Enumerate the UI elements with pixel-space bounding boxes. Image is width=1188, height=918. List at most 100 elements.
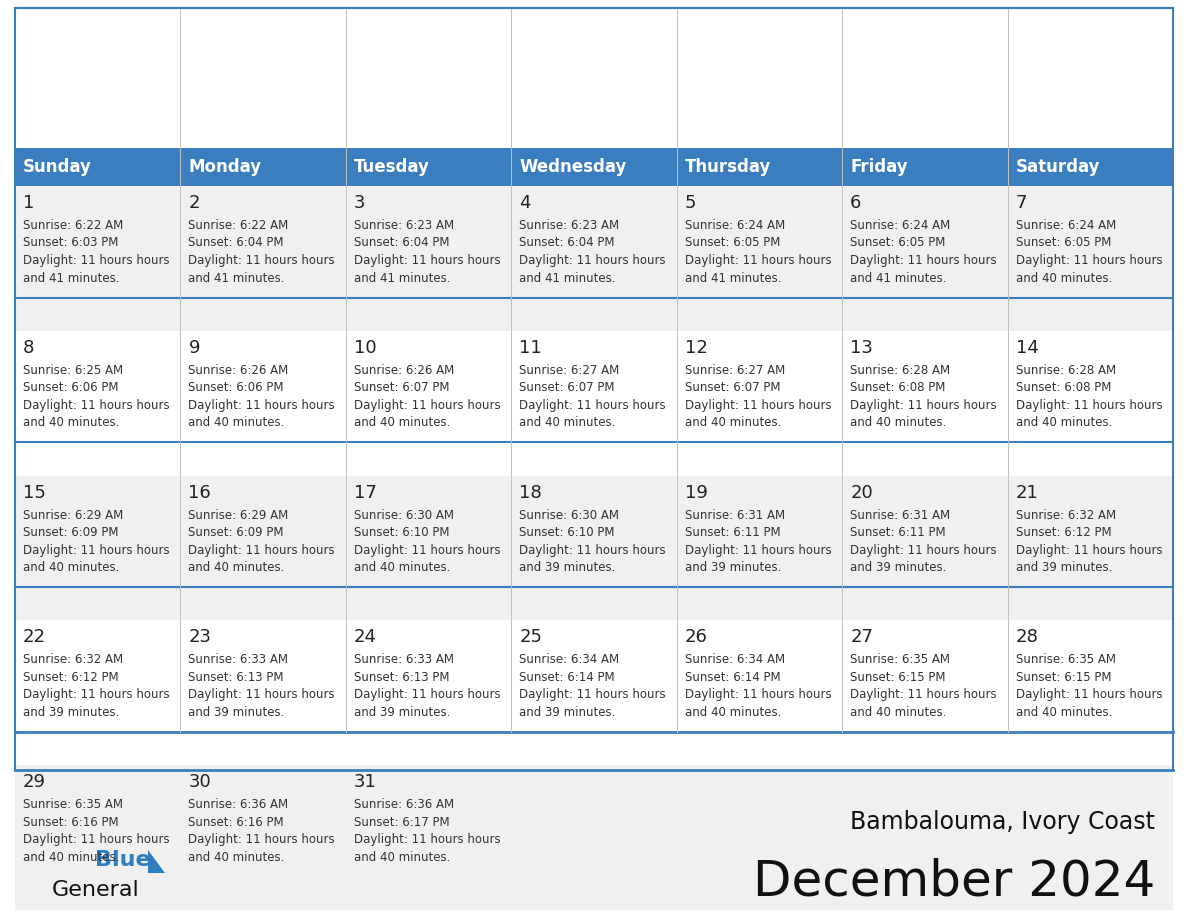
Text: Sunrise: 6:34 AM: Sunrise: 6:34 AM: [684, 654, 785, 666]
Text: Wednesday: Wednesday: [519, 158, 626, 176]
Text: and 40 minutes.: and 40 minutes.: [519, 416, 615, 430]
Text: and 39 minutes.: and 39 minutes.: [519, 561, 615, 574]
Text: Sunset: 6:12 PM: Sunset: 6:12 PM: [23, 671, 119, 684]
Text: and 40 minutes.: and 40 minutes.: [189, 561, 285, 574]
Text: Daylight: 11 hours hours: Daylight: 11 hours hours: [23, 688, 170, 701]
Text: 25: 25: [519, 629, 542, 646]
Text: Daylight: 11 hours hours: Daylight: 11 hours hours: [684, 398, 832, 412]
Text: Sunset: 6:05 PM: Sunset: 6:05 PM: [851, 237, 946, 250]
Text: Daylight: 11 hours hours: Daylight: 11 hours hours: [189, 688, 335, 701]
Text: and 40 minutes.: and 40 minutes.: [354, 561, 450, 574]
Text: Sunday: Sunday: [23, 158, 91, 176]
Text: 17: 17: [354, 484, 377, 501]
Text: December 2024: December 2024: [753, 858, 1155, 906]
Text: Sunset: 6:09 PM: Sunset: 6:09 PM: [23, 526, 119, 539]
Text: Sunrise: 6:29 AM: Sunrise: 6:29 AM: [189, 509, 289, 521]
Text: and 40 minutes.: and 40 minutes.: [354, 416, 450, 430]
Text: Sunset: 6:13 PM: Sunset: 6:13 PM: [354, 671, 449, 684]
Text: Daylight: 11 hours hours: Daylight: 11 hours hours: [189, 254, 335, 267]
Text: and 40 minutes.: and 40 minutes.: [23, 416, 119, 430]
Text: Sunrise: 6:31 AM: Sunrise: 6:31 AM: [851, 509, 950, 521]
Text: Sunrise: 6:35 AM: Sunrise: 6:35 AM: [851, 654, 950, 666]
Text: and 40 minutes.: and 40 minutes.: [189, 851, 285, 864]
Text: and 40 minutes.: and 40 minutes.: [23, 561, 119, 574]
Text: Tuesday: Tuesday: [354, 158, 430, 176]
Text: Sunrise: 6:32 AM: Sunrise: 6:32 AM: [23, 654, 124, 666]
Text: and 40 minutes.: and 40 minutes.: [189, 416, 285, 430]
Text: and 40 minutes.: and 40 minutes.: [1016, 272, 1112, 285]
Text: Sunset: 6:07 PM: Sunset: 6:07 PM: [684, 381, 781, 395]
Text: Bambalouma, Ivory Coast: Bambalouma, Ivory Coast: [849, 810, 1155, 834]
Text: Daylight: 11 hours hours: Daylight: 11 hours hours: [1016, 398, 1162, 412]
Text: Daylight: 11 hours hours: Daylight: 11 hours hours: [189, 543, 335, 556]
Text: Sunrise: 6:36 AM: Sunrise: 6:36 AM: [354, 798, 454, 812]
Text: Daylight: 11 hours hours: Daylight: 11 hours hours: [23, 398, 170, 412]
Text: 3: 3: [354, 194, 366, 212]
Text: 22: 22: [23, 629, 46, 646]
Text: 7: 7: [1016, 194, 1028, 212]
Text: 24: 24: [354, 629, 377, 646]
Text: General: General: [52, 880, 140, 900]
Text: and 40 minutes.: and 40 minutes.: [684, 416, 781, 430]
Text: 23: 23: [189, 629, 211, 646]
Text: Daylight: 11 hours hours: Daylight: 11 hours hours: [189, 398, 335, 412]
Text: 4: 4: [519, 194, 531, 212]
Text: Daylight: 11 hours hours: Daylight: 11 hours hours: [354, 254, 500, 267]
Text: 14: 14: [1016, 339, 1038, 357]
Text: 10: 10: [354, 339, 377, 357]
Text: 30: 30: [189, 773, 211, 791]
Text: and 40 minutes.: and 40 minutes.: [1016, 416, 1112, 430]
Text: Sunset: 6:15 PM: Sunset: 6:15 PM: [1016, 671, 1111, 684]
Text: Sunrise: 6:27 AM: Sunrise: 6:27 AM: [684, 364, 785, 376]
Text: Sunrise: 6:22 AM: Sunrise: 6:22 AM: [189, 219, 289, 232]
Text: Sunset: 6:04 PM: Sunset: 6:04 PM: [354, 237, 449, 250]
Text: Sunset: 6:10 PM: Sunset: 6:10 PM: [354, 526, 449, 539]
Text: Sunrise: 6:22 AM: Sunrise: 6:22 AM: [23, 219, 124, 232]
Text: 26: 26: [684, 629, 708, 646]
Text: 5: 5: [684, 194, 696, 212]
Text: Sunrise: 6:24 AM: Sunrise: 6:24 AM: [1016, 219, 1116, 232]
Text: Daylight: 11 hours hours: Daylight: 11 hours hours: [1016, 543, 1162, 556]
Text: Daylight: 11 hours hours: Daylight: 11 hours hours: [354, 398, 500, 412]
Text: Daylight: 11 hours hours: Daylight: 11 hours hours: [519, 254, 666, 267]
Text: Friday: Friday: [851, 158, 908, 176]
Text: Sunrise: 6:26 AM: Sunrise: 6:26 AM: [189, 364, 289, 376]
Text: Sunset: 6:14 PM: Sunset: 6:14 PM: [519, 671, 615, 684]
Text: Sunrise: 6:34 AM: Sunrise: 6:34 AM: [519, 654, 619, 666]
Text: 8: 8: [23, 339, 34, 357]
Text: Daylight: 11 hours hours: Daylight: 11 hours hours: [189, 834, 335, 846]
Text: and 39 minutes.: and 39 minutes.: [354, 706, 450, 719]
Text: Sunrise: 6:30 AM: Sunrise: 6:30 AM: [519, 509, 619, 521]
Text: Sunset: 6:16 PM: Sunset: 6:16 PM: [23, 816, 119, 829]
Text: Sunset: 6:11 PM: Sunset: 6:11 PM: [684, 526, 781, 539]
Text: Daylight: 11 hours hours: Daylight: 11 hours hours: [1016, 254, 1162, 267]
Text: Daylight: 11 hours hours: Daylight: 11 hours hours: [354, 543, 500, 556]
Text: Sunrise: 6:28 AM: Sunrise: 6:28 AM: [851, 364, 950, 376]
Text: Daylight: 11 hours hours: Daylight: 11 hours hours: [684, 254, 832, 267]
Text: Sunset: 6:13 PM: Sunset: 6:13 PM: [189, 671, 284, 684]
Text: Sunset: 6:15 PM: Sunset: 6:15 PM: [851, 671, 946, 684]
Text: and 40 minutes.: and 40 minutes.: [851, 706, 947, 719]
Text: Blue: Blue: [95, 850, 151, 870]
Text: 13: 13: [851, 339, 873, 357]
Text: Sunrise: 6:35 AM: Sunrise: 6:35 AM: [23, 798, 124, 812]
Text: and 39 minutes.: and 39 minutes.: [23, 706, 119, 719]
Text: Sunset: 6:16 PM: Sunset: 6:16 PM: [189, 816, 284, 829]
Text: Daylight: 11 hours hours: Daylight: 11 hours hours: [354, 834, 500, 846]
Text: Sunset: 6:11 PM: Sunset: 6:11 PM: [851, 526, 946, 539]
Text: 20: 20: [851, 484, 873, 501]
Text: Sunset: 6:05 PM: Sunset: 6:05 PM: [684, 237, 781, 250]
Text: and 39 minutes.: and 39 minutes.: [189, 706, 285, 719]
Text: Daylight: 11 hours hours: Daylight: 11 hours hours: [851, 254, 997, 267]
Text: 29: 29: [23, 773, 46, 791]
Text: 1: 1: [23, 194, 34, 212]
Text: 12: 12: [684, 339, 708, 357]
Text: Sunset: 6:04 PM: Sunset: 6:04 PM: [189, 237, 284, 250]
Text: 15: 15: [23, 484, 46, 501]
Text: Daylight: 11 hours hours: Daylight: 11 hours hours: [1016, 688, 1162, 701]
Text: Daylight: 11 hours hours: Daylight: 11 hours hours: [851, 543, 997, 556]
Text: and 39 minutes.: and 39 minutes.: [1016, 561, 1112, 574]
Text: Sunset: 6:04 PM: Sunset: 6:04 PM: [519, 237, 614, 250]
Text: 6: 6: [851, 194, 861, 212]
Text: Sunrise: 6:31 AM: Sunrise: 6:31 AM: [684, 509, 785, 521]
